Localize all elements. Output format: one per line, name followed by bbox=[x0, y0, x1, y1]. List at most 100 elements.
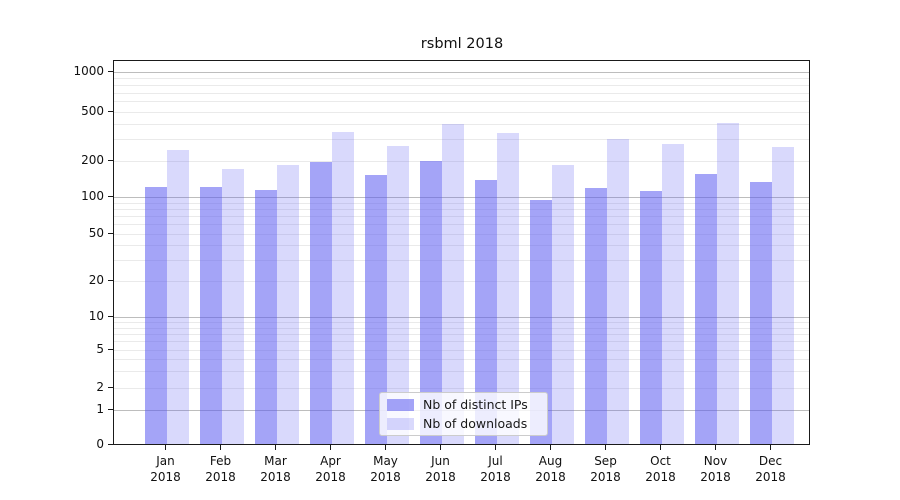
y-tick-label-1000: 1000 bbox=[73, 64, 104, 78]
plot-area bbox=[113, 60, 810, 445]
chart-title: rsbml 2018 bbox=[420, 36, 504, 52]
y-tick-label-500: 500 bbox=[81, 104, 104, 118]
y-tick-label-2: 2 bbox=[96, 380, 104, 394]
x-tick-mark-mar bbox=[275, 445, 277, 450]
y-tick-mark-1 bbox=[108, 408, 113, 410]
bar-downloads-mar bbox=[276, 164, 299, 444]
x-tick-label-mar: Mar 2018 bbox=[260, 454, 291, 484]
x-tick-label-sep: Sep 2018 bbox=[590, 454, 621, 484]
gridline-900 bbox=[114, 78, 809, 80]
gridline-1000 bbox=[114, 72, 809, 73]
x-tick-mark-nov bbox=[715, 445, 717, 450]
x-tick-mark-jul bbox=[495, 445, 497, 450]
gridline-4 bbox=[114, 359, 809, 361]
y-tick-mark-20 bbox=[108, 279, 113, 281]
x-tick-mark-aug bbox=[550, 445, 552, 450]
y-tick-mark-100 bbox=[108, 195, 113, 197]
bar-distinct-ips-sep bbox=[584, 188, 607, 444]
bar-distinct-ips-nov bbox=[694, 174, 717, 444]
bar-downloads-sep bbox=[606, 139, 629, 444]
gridline-2 bbox=[114, 388, 809, 389]
legend-swatch-downloads bbox=[387, 417, 414, 430]
gridline-30 bbox=[114, 260, 809, 262]
bar-distinct-ips-may bbox=[364, 174, 387, 444]
legend-entry-distinct-ips: Nb of distinct IPs bbox=[387, 397, 547, 412]
y-tick-label-5: 5 bbox=[96, 342, 104, 356]
bar-distinct-ips-mar bbox=[254, 189, 277, 444]
bar-distinct-ips-jun bbox=[419, 160, 442, 444]
y-tick-mark-1000 bbox=[108, 70, 113, 72]
bar-downloads-may bbox=[386, 145, 409, 444]
bar-distinct-ips-feb bbox=[199, 187, 222, 444]
x-tick-mark-oct bbox=[660, 445, 662, 450]
x-tick-label-apr: Apr 2018 bbox=[315, 454, 346, 484]
gridline-3 bbox=[114, 371, 809, 373]
bar-distinct-ips-jan bbox=[144, 186, 167, 444]
x-tick-mark-dec bbox=[770, 445, 772, 450]
x-tick-mark-feb bbox=[220, 445, 222, 450]
bar-downloads-apr bbox=[331, 131, 354, 444]
y-tick-mark-5 bbox=[108, 348, 113, 350]
x-tick-mark-apr bbox=[330, 445, 332, 450]
gridline-800 bbox=[114, 84, 809, 86]
gridline-7 bbox=[114, 333, 809, 335]
bar-distinct-ips-dec bbox=[749, 181, 772, 444]
legend-label-distinct-ips: Nb of distinct IPs bbox=[423, 397, 528, 412]
gridline-10 bbox=[114, 317, 809, 318]
y-tick-mark-500 bbox=[108, 110, 113, 112]
x-tick-mark-jun bbox=[440, 445, 442, 450]
y-tick-mark-10 bbox=[108, 315, 113, 317]
gridline-50 bbox=[114, 234, 809, 235]
x-tick-label-aug: Aug 2018 bbox=[535, 454, 566, 484]
x-tick-label-dec: Dec 2018 bbox=[755, 454, 786, 484]
x-tick-label-jul: Jul 2018 bbox=[480, 454, 511, 484]
bar-downloads-dec bbox=[771, 146, 794, 444]
legend-swatch-distinct-ips bbox=[387, 398, 414, 411]
legend-label-downloads: Nb of downloads bbox=[423, 416, 528, 431]
y-tick-label-1: 1 bbox=[96, 402, 104, 416]
gridline-300 bbox=[114, 139, 809, 141]
legend: Nb of distinct IPs Nb of downloads bbox=[379, 392, 548, 436]
y-tick-label-50: 50 bbox=[88, 226, 104, 240]
bar-downloads-jul bbox=[496, 133, 519, 444]
bar-distinct-ips-oct bbox=[639, 190, 662, 444]
x-tick-mark-jan bbox=[165, 445, 167, 450]
x-tick-mark-sep bbox=[605, 445, 607, 450]
gridline-500 bbox=[114, 112, 809, 113]
y-tick-mark-50 bbox=[108, 232, 113, 234]
x-tick-label-jun: Jun 2018 bbox=[425, 454, 456, 484]
y-tick-label-200: 200 bbox=[81, 153, 104, 167]
gridline-600 bbox=[114, 101, 809, 103]
gridline-200 bbox=[114, 161, 809, 162]
gridline-90 bbox=[114, 202, 809, 204]
bar-distinct-ips-apr bbox=[309, 161, 332, 444]
y-tick-label-0: 0 bbox=[96, 437, 104, 451]
x-tick-label-feb: Feb 2018 bbox=[205, 454, 236, 484]
y-tick-label-100: 100 bbox=[81, 189, 104, 203]
gridline-700 bbox=[114, 92, 809, 94]
gridline-40 bbox=[114, 245, 809, 247]
legend-entry-downloads: Nb of downloads bbox=[387, 416, 547, 431]
bar-distinct-ips-jul bbox=[474, 180, 497, 444]
x-tick-label-nov: Nov 2018 bbox=[700, 454, 731, 484]
y-tick-label-10: 10 bbox=[88, 309, 104, 323]
gridline-5 bbox=[114, 350, 809, 351]
bar-downloads-jan bbox=[166, 150, 189, 444]
x-tick-mark-may bbox=[385, 445, 387, 450]
gridline-100 bbox=[114, 197, 809, 198]
gridline-80 bbox=[114, 208, 809, 210]
bar-downloads-nov bbox=[716, 122, 739, 444]
gridline-400 bbox=[114, 123, 809, 125]
y-tick-mark-200 bbox=[108, 159, 113, 161]
gridline-8 bbox=[114, 327, 809, 329]
x-tick-label-jan: Jan 2018 bbox=[150, 454, 181, 484]
gridline-20 bbox=[114, 281, 809, 282]
bar-downloads-jun bbox=[441, 124, 464, 444]
x-tick-label-oct: Oct 2018 bbox=[645, 454, 676, 484]
bar-downloads-oct bbox=[661, 143, 684, 444]
gridline-6 bbox=[114, 341, 809, 343]
bar-downloads-feb bbox=[221, 169, 244, 444]
y-tick-label-20: 20 bbox=[88, 273, 104, 287]
y-tick-mark-2 bbox=[108, 386, 113, 388]
